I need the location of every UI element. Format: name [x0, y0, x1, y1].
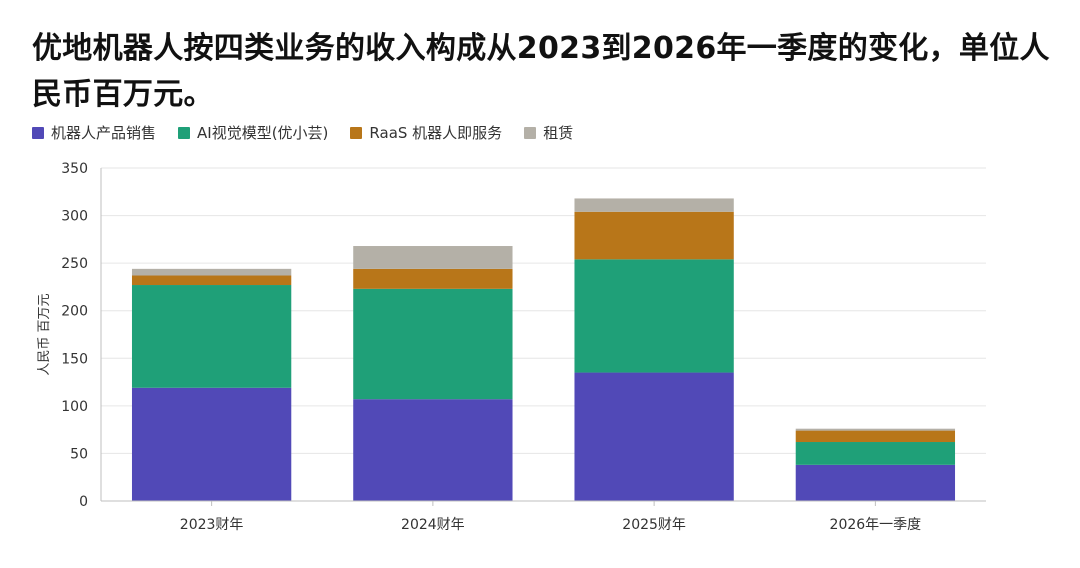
y-tick-label: 150 [61, 351, 88, 367]
x-tick-label: 2024财年 [401, 517, 465, 533]
bar-segment-ai-vision[interactable] [574, 259, 734, 373]
bar-segment-raas[interactable] [795, 430, 956, 443]
bar-segment-robot-products[interactable] [574, 372, 734, 501]
legend-item-raas[interactable]: RaaS 机器人即服务 [350, 122, 502, 143]
y-tick-label: 300 [61, 209, 88, 225]
bar-segment-raas[interactable] [131, 275, 292, 286]
bar-segment-robot-products[interactable] [353, 399, 513, 501]
bar-segment-ai-vision[interactable] [353, 288, 513, 400]
chart-legend: 机器人产品销售 AI视觉模型(优小芸) RaaS 机器人即服务 租赁 [32, 122, 573, 143]
y-axis-title: 人民币 百万元 [37, 293, 52, 375]
legend-item-ai-vision[interactable]: AI视觉模型(优小芸) [178, 122, 328, 143]
bar-segment-rental[interactable] [574, 198, 734, 212]
x-tick-label: 2026年一季度 [830, 517, 922, 533]
y-tick-label: 350 [61, 161, 88, 177]
bar-segment-ai-vision[interactable] [795, 442, 956, 465]
legend-swatch-raas [350, 126, 363, 139]
bar-stack[interactable] [131, 268, 292, 501]
legend-label-raas: RaaS 机器人即服务 [369, 124, 503, 142]
x-tick-label: 2025财年 [622, 517, 686, 533]
legend-label-robot-products: 机器人产品销售 [51, 124, 157, 142]
legend-swatch-rental [524, 126, 537, 139]
y-tick-label: 200 [61, 304, 88, 320]
legend-item-rental[interactable]: 租赁 [524, 122, 573, 143]
legend-item-robot-products[interactable]: 机器人产品销售 [32, 122, 156, 143]
bar-stacks [131, 198, 956, 501]
bar-segment-raas[interactable] [574, 211, 734, 260]
y-tick-label: 100 [61, 399, 88, 415]
bar-segment-rental[interactable] [131, 268, 292, 276]
y-tick-label: 250 [61, 256, 88, 272]
bar-segment-raas[interactable] [353, 268, 513, 289]
legend-swatch-robot-products [32, 126, 44, 139]
bar-segment-ai-vision[interactable] [131, 285, 292, 388]
legend-label-ai-vision: AI视觉模型(优小芸) [197, 124, 329, 142]
axes: 0 50 100 150 200 250 300 350 2023财年 2024财年 2025财年 2… [61, 161, 986, 533]
x-tick-label: 2023财年 [180, 517, 244, 533]
bar-segment-rental[interactable] [795, 428, 956, 431]
chart-title: 优地机器人按四类业务的收入构成从2023到2026年一季度的变化，单位人民币百万… [32, 31, 1050, 112]
bar-segment-robot-products[interactable] [795, 464, 956, 501]
bar-segment-rental[interactable] [353, 246, 513, 269]
bar-stack[interactable] [574, 198, 734, 501]
legend-label-rental: 租赁 [543, 124, 574, 142]
y-tick-label: 50 [70, 446, 88, 462]
y-tick-label: 0 [79, 494, 88, 510]
bar-stack[interactable] [353, 246, 513, 501]
bar-segment-robot-products[interactable] [131, 387, 292, 501]
legend-swatch-ai-vision [178, 126, 191, 139]
bar-stack[interactable] [795, 428, 956, 501]
